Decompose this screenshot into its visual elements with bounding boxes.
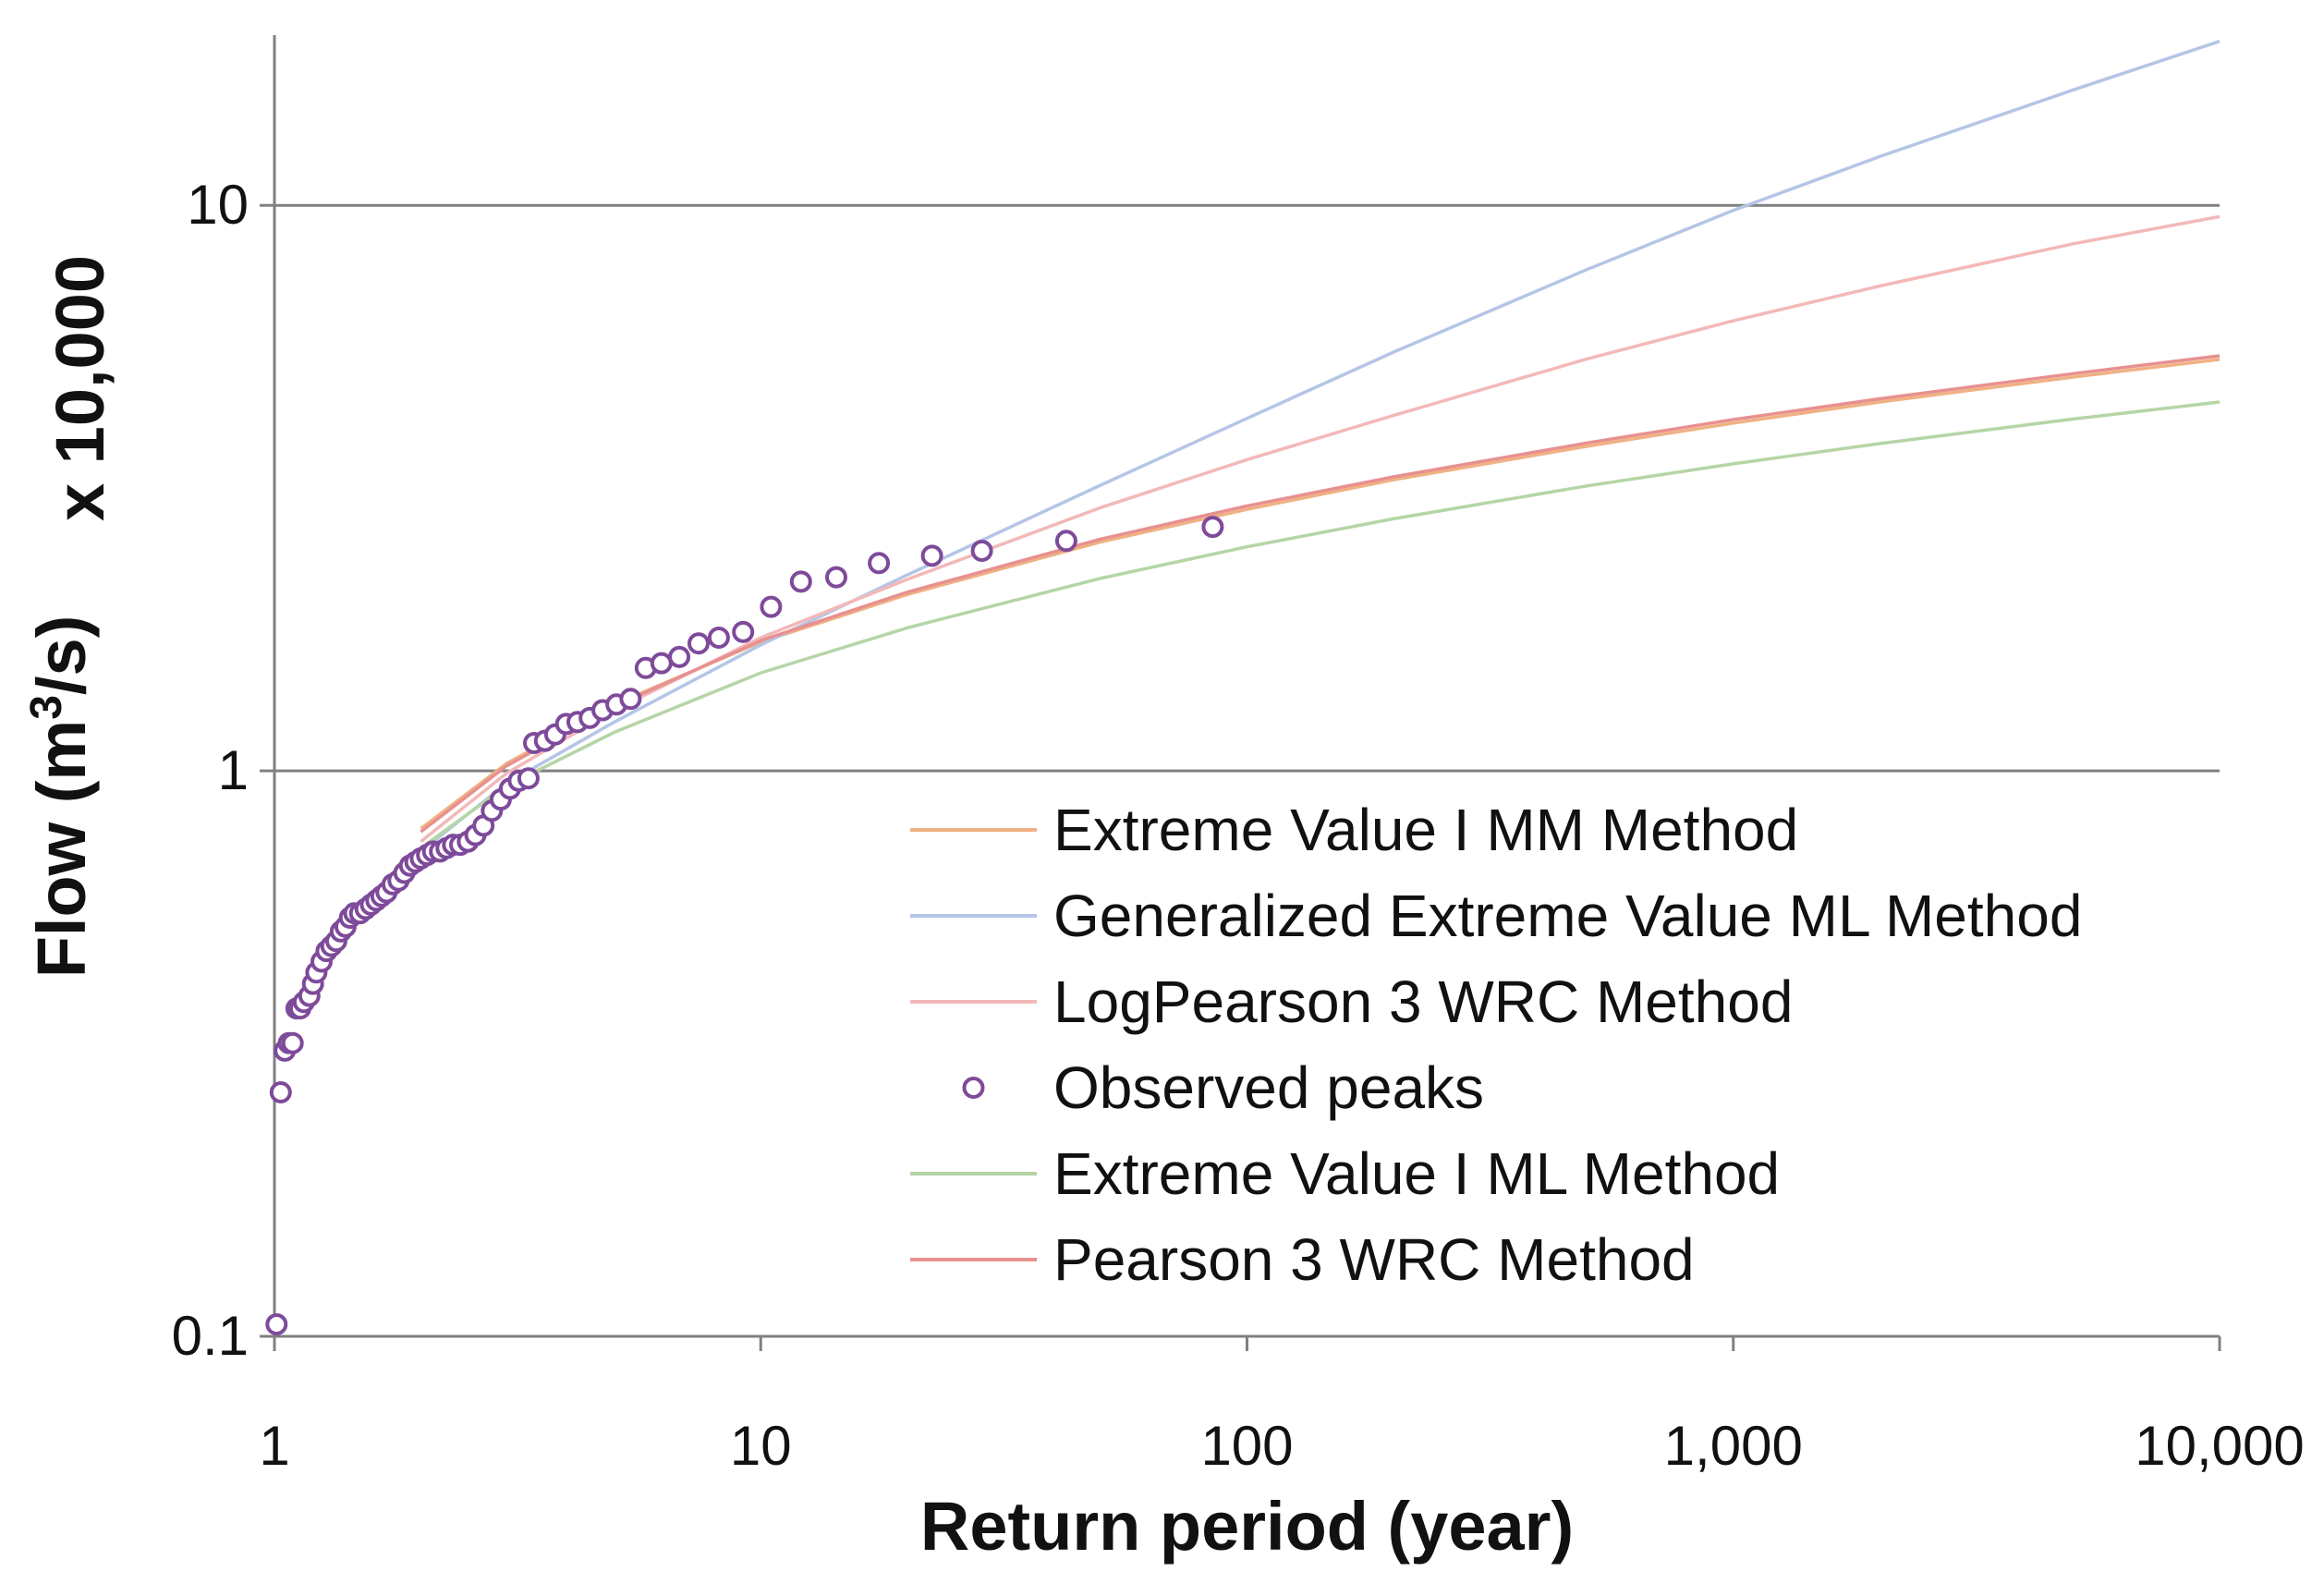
legend-item-observed-peaks: Observed peaks [962, 1054, 1484, 1121]
data-point [281, 1031, 304, 1054]
data-point [707, 627, 730, 649]
y-axis-title-base: Flow (m [23, 720, 100, 979]
data-point [265, 1313, 288, 1335]
data-point [760, 595, 783, 618]
series-points-observed-peaks [265, 516, 1224, 1335]
legend-label: Extreme Value I MM Method [1053, 797, 1798, 863]
y-axis-title: Flow (m3/s) [22, 615, 101, 979]
data-point [970, 540, 993, 562]
series-line-logpearson-3-wrc-method [420, 214, 2221, 843]
data-point [1201, 516, 1224, 539]
series-line-pearson-3-wrc-method [420, 354, 2221, 834]
y-axis-title-tail: /s) [23, 615, 100, 695]
x-tick-label-3: 1,000 [1664, 1415, 1803, 1477]
data-point [825, 566, 847, 589]
series-line-generalized-extreme-value-ml-method [420, 40, 2221, 853]
x-axis-ticks: 1 10 100 1,000 10,000 [259, 1336, 2305, 1477]
y-tick-label-2: 10 [187, 174, 249, 236]
x-axis-title: Return period (year) [920, 1488, 1574, 1565]
data-point [517, 767, 540, 790]
legend-item-pearson-3-wrc-method: Pearson 3 WRC Method [910, 1226, 1695, 1293]
gridlines [274, 203, 2220, 773]
data-point [732, 620, 755, 643]
legend-marker [962, 1077, 985, 1099]
data-point [269, 1081, 292, 1103]
y-tick-label-0: 0.1 [172, 1305, 249, 1367]
y-axis-ticks: 0.1 1 10 [172, 174, 274, 1367]
series-layer [265, 40, 2221, 1335]
legend-item-generalized-extreme-value-ml-method: Generalized Extreme Value ML Method [910, 883, 2082, 949]
legend-item-extreme-value-i-mm-method: Extreme Value I MM Method [910, 797, 1798, 863]
data-point [687, 632, 710, 655]
data-point [868, 552, 891, 575]
y-tick-label-1: 1 [218, 739, 249, 801]
series-line-extreme-value-i-mm-method [420, 358, 2221, 831]
data-point [920, 544, 943, 567]
y-axis-multiplier: x 10,000 [42, 255, 118, 521]
x-tick-label-1: 10 [730, 1415, 792, 1477]
x-tick-label-0: 1 [259, 1415, 289, 1477]
legend-item-extreme-value-i-ml-method: Extreme Value I ML Method [910, 1140, 1780, 1207]
data-point [650, 652, 673, 675]
x-tick-label-4: 10,000 [2135, 1415, 2305, 1477]
legend-item-logpearson-3-wrc-method: LogPearson 3 WRC Method [910, 969, 1793, 1035]
series-line-extreme-value-i-ml-method [420, 400, 2221, 850]
data-point [668, 645, 691, 668]
legend-label: Observed peaks [1053, 1054, 1484, 1121]
legend-label: LogPearson 3 WRC Method [1053, 969, 1793, 1035]
data-point [1054, 530, 1077, 553]
legend-label: Extreme Value I ML Method [1053, 1140, 1780, 1207]
data-point [619, 688, 642, 711]
x-tick-label-2: 100 [1200, 1415, 1293, 1477]
legend: Extreme Value I MM Method Generalized Ext… [910, 797, 2082, 1293]
y-axis-title-superscript: 3 [22, 695, 71, 720]
legend-label: Generalized Extreme Value ML Method [1053, 883, 2082, 949]
legend-label: Pearson 3 WRC Method [1053, 1226, 1695, 1293]
data-point [789, 570, 812, 593]
